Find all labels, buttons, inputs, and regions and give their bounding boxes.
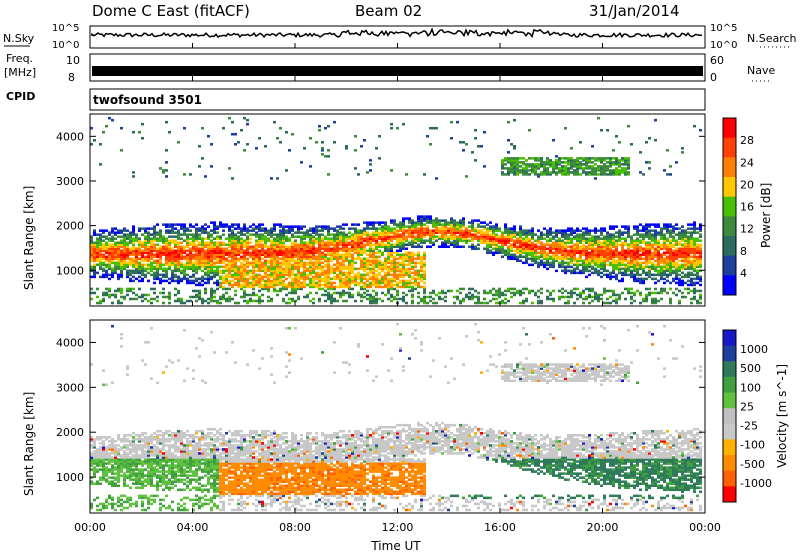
nsky-label: N.Sky bbox=[3, 32, 35, 45]
x-tick-label: 00:00 bbox=[74, 521, 106, 534]
date-title: 31/Jan/2014 bbox=[589, 2, 680, 20]
nave-tick-bottom: 0 bbox=[710, 71, 717, 84]
y-tick-label: 1000 bbox=[56, 264, 84, 277]
nave-label: Nave bbox=[747, 64, 775, 77]
colorbar-tick-label: 24 bbox=[740, 156, 754, 169]
colorbar-tick-label: 12 bbox=[740, 223, 754, 236]
velocity-colorbar: 1000 500 100 25 -25 -100 -500 -1000 bbox=[722, 329, 772, 503]
x-tick-label: 20:00 bbox=[587, 521, 619, 534]
x-tick-label: 04:00 bbox=[177, 521, 209, 534]
colorbar-tick-label: -500 bbox=[740, 458, 765, 471]
x-tick-label: 00:00 bbox=[689, 521, 721, 534]
colorbar-swatch bbox=[723, 177, 736, 198]
freq-unit: [MHz] bbox=[4, 66, 36, 79]
nsky-tick-bottom: 10^0 bbox=[52, 40, 79, 51]
velocity-colorbar-label: Velocity [m s^-1] bbox=[775, 364, 789, 468]
colorbar-swatch bbox=[723, 345, 736, 362]
colorbar-tick-label: 25 bbox=[740, 400, 754, 413]
nsky-trace bbox=[91, 27, 703, 39]
velocity-yticks: 1000 2000 3000 4000 bbox=[56, 336, 705, 484]
colorbar-tick-label: 4 bbox=[740, 267, 747, 280]
colorbar-swatch bbox=[723, 470, 736, 487]
colorbar-tick-label: 1000 bbox=[740, 343, 768, 356]
colorbar-swatch bbox=[723, 392, 736, 409]
colorbar-swatch bbox=[723, 361, 736, 378]
colorbar-swatch bbox=[723, 196, 736, 217]
colorbar-swatch bbox=[723, 255, 736, 276]
y-tick-label: 4000 bbox=[56, 130, 84, 143]
colorbar-tick-label: 100 bbox=[740, 381, 761, 394]
nsearch-tick-bottom: 10^0 bbox=[710, 40, 737, 51]
colorbar-swatch bbox=[723, 157, 736, 178]
velocity-ylabel: Slant Range [km] bbox=[22, 392, 36, 496]
y-tick-label: 3000 bbox=[56, 175, 84, 188]
station-title: Dome C East (fitACF) bbox=[92, 2, 250, 20]
power-heatmap bbox=[90, 116, 702, 305]
x-tick-label: 12:00 bbox=[382, 521, 414, 534]
colorbar-swatch bbox=[723, 216, 736, 237]
power-colorbar: 4 8 12 16 20 24 28 bbox=[722, 117, 754, 296]
y-tick-label: 2000 bbox=[56, 220, 84, 233]
y-tick-label: 4000 bbox=[56, 336, 84, 349]
freq-tick-top: 10 bbox=[66, 54, 80, 67]
colorbar-swatch bbox=[723, 376, 736, 394]
colorbar-tick-label: -25 bbox=[740, 420, 758, 433]
colorbar-tick-label: 20 bbox=[740, 178, 754, 191]
y-tick-label: 3000 bbox=[56, 381, 84, 394]
colorbar-swatch bbox=[723, 439, 736, 456]
colorbar-tick-label: 16 bbox=[740, 201, 754, 214]
cpid-panel-frame bbox=[89, 88, 706, 111]
colorbar-swatch bbox=[723, 455, 736, 472]
x-tick-label: 08:00 bbox=[279, 521, 311, 534]
colorbar-tick-label: -1000 bbox=[740, 477, 772, 490]
freq-tick-bottom: 8 bbox=[68, 71, 75, 84]
time-axis-ticks: 00:00 04:00 08:00 12:00 16:00 20:00 00:00 bbox=[74, 43, 721, 534]
nave-tick-top: 60 bbox=[710, 54, 724, 67]
colorbar-swatch bbox=[723, 408, 736, 425]
colorbar-swatch bbox=[723, 118, 736, 139]
cpid-label: CPID bbox=[6, 90, 35, 103]
colorbar-swatch bbox=[723, 423, 736, 440]
power-colorbar-label: Power [dB] bbox=[759, 183, 773, 248]
freq-label: Freq. bbox=[6, 52, 33, 65]
colorbar-tick-label: 8 bbox=[740, 245, 747, 258]
power-yticks: 1000 2000 3000 4000 bbox=[56, 130, 705, 277]
freq-trace bbox=[92, 66, 703, 76]
colorbar-tick-label: 500 bbox=[740, 362, 761, 375]
colorbar-swatch bbox=[723, 486, 736, 503]
colorbar-tick-label: -100 bbox=[740, 439, 765, 452]
colorbar-tick-label: 28 bbox=[740, 134, 754, 147]
nsearch-tick-top: 10^5 bbox=[710, 23, 737, 34]
y-tick-label: 2000 bbox=[56, 426, 84, 439]
nsearch-label: N.Search bbox=[747, 32, 797, 45]
y-tick-label: 1000 bbox=[56, 471, 84, 484]
colorbar-swatch bbox=[723, 330, 736, 347]
colorbar-swatch bbox=[723, 137, 736, 158]
beam-title: Beam 02 bbox=[355, 2, 422, 20]
colorbar-swatch bbox=[723, 236, 736, 257]
time-xlabel: Time UT bbox=[370, 539, 421, 553]
cpid-value: twofsound 3501 bbox=[93, 93, 202, 107]
velocity-heatmap bbox=[90, 322, 702, 512]
power-ylabel: Slant Range [km] bbox=[22, 186, 36, 290]
x-tick-label: 16:00 bbox=[484, 521, 516, 534]
colorbar-swatch bbox=[723, 275, 736, 296]
nsky-tick-top: 10^5 bbox=[52, 23, 79, 34]
